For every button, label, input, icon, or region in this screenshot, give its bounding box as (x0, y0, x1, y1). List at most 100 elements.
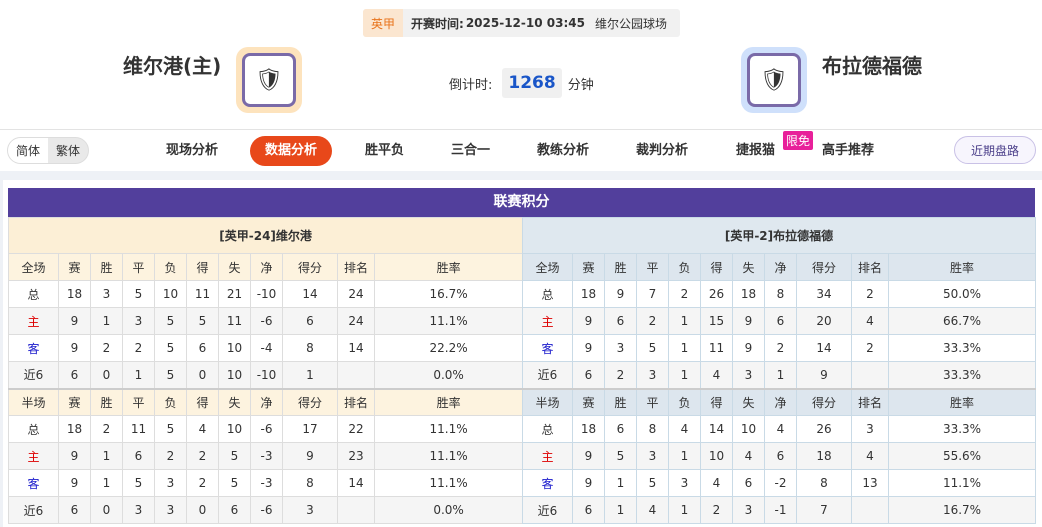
cell: 18 (572, 415, 605, 443)
countdown: 倒计时: 1268 分钟 (449, 68, 594, 98)
table-row: 主 9 6 2 1 15 9 6 20 4 66.7% (522, 307, 1036, 335)
table-row: 近6 6 0 1 5 0 10 -10 1 0.0% (8, 361, 524, 389)
tab-jiebaomao[interactable]: 捷报猫 (736, 143, 776, 158)
cell: 10 (732, 415, 765, 443)
tab-coach-analysis[interactable]: 教练分析 (537, 143, 590, 158)
cell: 9 (796, 361, 852, 389)
recent-odds-button[interactable]: 近期盘路 (954, 136, 1036, 164)
kickoff-label: 开赛时间: (411, 16, 464, 31)
cell: 34 (796, 280, 852, 308)
column-header: 得 (186, 253, 219, 281)
lang-simplified[interactable]: 简体 (8, 138, 48, 163)
cell: -3 (250, 469, 283, 497)
cell: 4 (732, 442, 765, 470)
cell: 11.1% (373, 442, 524, 470)
row-label: 客 (522, 334, 573, 362)
cell: 3 (636, 442, 669, 470)
cell: 0 (186, 496, 219, 524)
away-team-name[interactable]: 布拉德福德 (822, 54, 922, 78)
cell: 9 (604, 280, 637, 308)
column-header: 得分 (282, 387, 338, 416)
countdown-value: 1268 (502, 68, 562, 98)
cell: -6 (250, 307, 283, 335)
league-tag[interactable]: 英甲 (363, 9, 404, 37)
cell: 6 (732, 469, 765, 497)
tab-three-in-one[interactable]: 三合一 (451, 143, 491, 158)
team-title: [英甲-2]布拉德福德 (522, 217, 1036, 254)
column-header: 胜率 (373, 387, 524, 416)
standings-title: 联赛积分 (8, 188, 1035, 217)
cell: 5 (636, 334, 669, 362)
cell: 26 (700, 280, 733, 308)
crest-icon: 🛡 (747, 53, 801, 107)
column-header: 赛 (572, 253, 605, 281)
cell: 16.7% (373, 280, 524, 308)
cell: 4 (700, 361, 733, 389)
column-header: 排名 (851, 253, 889, 281)
row-label: 主 (8, 442, 59, 470)
home-team-logo[interactable]: 🛡 (236, 47, 302, 113)
column-header: 胜 (604, 387, 637, 416)
tab-win-draw-loss[interactable]: 胜平负 (365, 143, 405, 158)
cell: 8 (282, 469, 338, 497)
cell: 3 (154, 469, 187, 497)
cell: 2 (186, 442, 219, 470)
header-row: 半场赛胜平负得失净得分 排名 胜率 (522, 387, 1036, 416)
column-header: 平 (122, 387, 155, 416)
column-header: 胜 (90, 387, 123, 416)
cell: 4 (186, 415, 219, 443)
cell: 4 (851, 442, 889, 470)
cell: -2 (764, 469, 797, 497)
cell: 2 (90, 334, 123, 362)
row-label: 主 (8, 307, 59, 335)
cell: 3 (154, 496, 187, 524)
tab-data-analysis[interactable]: 数据分析 (250, 136, 333, 166)
cell: 9 (58, 469, 91, 497)
cell: 6 (764, 307, 797, 335)
cell: -1 (764, 496, 797, 524)
cell: 6 (572, 361, 605, 389)
tab-live-analysis[interactable]: 现场分析 (166, 143, 219, 158)
team-title: [英甲-24]维尔港 (7, 217, 524, 254)
cell: 0 (90, 496, 123, 524)
row-label: 主 (522, 442, 573, 470)
tab-expert-picks[interactable]: 高手推荐 (822, 143, 875, 158)
countdown-label: 倒计时: (449, 77, 493, 93)
cell: 2 (604, 361, 637, 389)
cell: 22 (337, 415, 375, 443)
tab-referee-analysis[interactable]: 裁判分析 (636, 143, 689, 158)
cell: 3 (90, 280, 123, 308)
crest-icon: 🛡 (242, 53, 296, 107)
cell: 5 (154, 415, 187, 443)
cell: -6 (250, 496, 283, 524)
cell: -6 (250, 415, 283, 443)
cell: 8 (796, 469, 852, 497)
row-label: 近6 (8, 361, 59, 389)
cell: 6 (604, 415, 637, 443)
cell: 1 (604, 496, 637, 524)
cell: 9 (572, 469, 605, 497)
row-label: 近6 (522, 361, 573, 389)
home-team-name[interactable]: 维尔港(主) (123, 54, 222, 78)
cell: 24 (337, 307, 375, 335)
countdown-unit: 分钟 (567, 77, 594, 93)
cell: 2 (668, 280, 701, 308)
column-header: 负 (154, 253, 187, 281)
lang-traditional[interactable]: 繁体 (55, 144, 80, 158)
away-team-logo[interactable]: 🛡 (741, 47, 807, 113)
cell: 11.1% (373, 415, 524, 443)
cell: 20 (796, 307, 852, 335)
column-header: 胜率 (888, 387, 1036, 416)
cell: 21 (218, 280, 251, 308)
table-row: 客 9 3 5 1 11 9 2 14 2 33.3% (522, 334, 1036, 362)
row-label: 客 (8, 334, 59, 362)
cell: 3 (604, 334, 637, 362)
table-row: 主 9 5 3 1 10 4 6 18 4 55.6% (522, 442, 1036, 470)
cell: 5 (604, 442, 637, 470)
cell: 1 (90, 469, 123, 497)
cell: 9 (572, 334, 605, 362)
column-header: 平 (122, 253, 155, 281)
cell: 15 (700, 307, 733, 335)
column-header: 失 (218, 253, 251, 281)
cell: 9 (282, 442, 338, 470)
